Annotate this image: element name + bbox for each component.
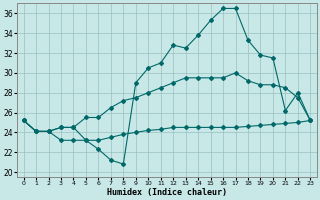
X-axis label: Humidex (Indice chaleur): Humidex (Indice chaleur): [107, 188, 227, 197]
